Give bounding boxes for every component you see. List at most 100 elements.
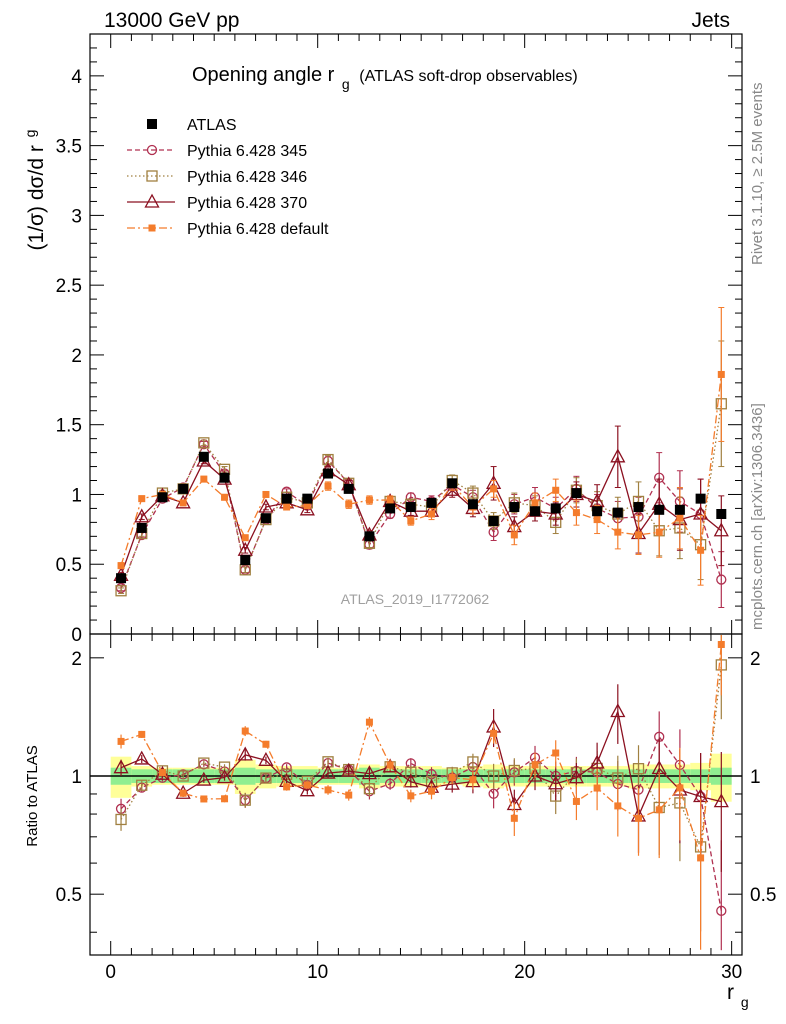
ratio-point-p346	[115, 813, 127, 826]
ratio-point-p370	[320, 764, 336, 779]
point-atlas	[343, 483, 354, 494]
ratio-y-axis-label: Ratio to ATLAS	[24, 745, 41, 846]
ratio-point-p370	[527, 767, 543, 782]
legend-label-p346: Pythia 6.428 346	[187, 169, 307, 186]
ratio-point-pdef	[158, 769, 166, 777]
point-atlas	[550, 503, 561, 514]
ratio-point-pdef	[386, 761, 394, 769]
ratio-point-pdef	[572, 797, 580, 805]
ratio-point-p370	[589, 754, 605, 769]
y-tick-label: 2	[71, 346, 82, 367]
y-tick-label: 3.5	[56, 137, 82, 158]
ratio-point-pdef	[635, 814, 643, 822]
point-atlas	[447, 478, 458, 489]
point-pdef	[490, 485, 498, 493]
ratio-tick-label-left: 0.5	[56, 885, 82, 906]
rivet-note: Rivet 3.1.10, ≥ 2.5M events	[749, 83, 766, 266]
legend-label-p370: Pythia 6.428 370	[187, 195, 307, 212]
legend-marker-pdef	[148, 224, 156, 232]
point-atlas	[198, 451, 209, 462]
ratio-point-p370	[568, 769, 585, 784]
point-atlas	[136, 522, 147, 533]
ratio-point-p370	[299, 782, 315, 797]
ratio-point-pdef	[324, 786, 332, 794]
header-right: Jets	[691, 9, 730, 32]
point-atlas	[467, 499, 478, 510]
point-pdef	[717, 370, 725, 378]
point-atlas	[633, 502, 644, 513]
ratio-point-p346	[239, 794, 251, 806]
ratio-point-p370	[237, 746, 253, 761]
ratio-point-p346	[136, 779, 148, 791]
ratio-point-p346	[467, 756, 479, 768]
point-pdef	[676, 514, 684, 522]
ratio-point-pdef	[200, 795, 208, 803]
series-layer	[113, 306, 729, 951]
point-p370	[713, 522, 729, 537]
ratio-point-pdef	[221, 795, 229, 803]
line-p345-ratio	[120, 735, 722, 911]
point-atlas	[323, 468, 334, 479]
line-pdef-main	[120, 374, 722, 566]
ratio-point-p370	[713, 793, 729, 808]
ratio-point-p346	[218, 761, 231, 773]
ratio-point-pdef	[365, 718, 373, 726]
ratio-point-pdef	[717, 640, 725, 648]
ratio-point-p346	[632, 763, 645, 775]
ratio-point-p370	[403, 773, 419, 788]
point-atlas	[302, 493, 313, 504]
point-p345	[716, 574, 727, 585]
ratio-point-p370	[258, 751, 274, 766]
point-pdef	[324, 482, 332, 490]
point-atlas	[488, 515, 499, 526]
point-p370	[134, 508, 150, 523]
series-pdef	[117, 306, 725, 950]
ratio-point-pdef	[428, 787, 436, 795]
point-atlas	[281, 493, 292, 504]
ratio-point-pdef	[510, 814, 518, 822]
point-pdef	[365, 496, 373, 504]
plot-title-sub: g	[342, 76, 350, 92]
point-atlas	[426, 497, 437, 508]
point-pdef	[407, 517, 415, 525]
ratio-tick-label-right: 0.5	[750, 885, 776, 906]
point-atlas	[364, 531, 375, 542]
ratio-point-pdef	[676, 784, 684, 792]
line-p345-main	[120, 442, 722, 589]
ratio-point-pdef	[448, 774, 456, 782]
point-p346	[198, 437, 210, 449]
ratio-point-pdef	[138, 730, 146, 738]
point-pdef	[614, 528, 622, 536]
point-pdef	[552, 486, 560, 494]
ratio-point-pdef	[614, 802, 622, 810]
ratio-point-p370	[610, 703, 626, 718]
point-atlas	[509, 502, 520, 513]
legend-entry-p345: Pythia 6.428 345	[127, 143, 307, 160]
mcplots-note: mcplots.cern.ch [arXiv:1306.3436]	[749, 403, 766, 630]
point-atlas	[260, 513, 271, 524]
point-pdef	[117, 562, 125, 570]
x-axis-label-sub: g	[741, 994, 749, 1010]
point-p370	[610, 448, 626, 463]
point-atlas	[405, 502, 416, 513]
ratio-point-pdef	[655, 806, 663, 814]
legend-label-p345: Pythia 6.428 345	[187, 143, 307, 160]
x-tick-label: 0	[105, 962, 116, 983]
legend-marker-p370	[144, 193, 160, 208]
ratio-point-pdef	[241, 727, 249, 735]
ratio-point-p370	[196, 771, 212, 786]
legend-marker-atlas	[147, 119, 157, 129]
point-atlas	[157, 492, 168, 503]
point-atlas	[178, 483, 189, 494]
series-p370	[113, 425, 729, 872]
ratio-point-pdef	[262, 740, 270, 748]
analysis-watermark: ATLAS_2019_I1772062	[341, 591, 490, 607]
line-p346-main	[120, 403, 722, 591]
header-left: 13000 GeV pp	[104, 9, 239, 32]
y-tick-label: 3	[71, 206, 82, 227]
point-atlas	[219, 472, 230, 483]
x-tick-label: 20	[514, 962, 535, 983]
point-pdef	[345, 500, 353, 508]
point-pdef	[428, 510, 436, 518]
